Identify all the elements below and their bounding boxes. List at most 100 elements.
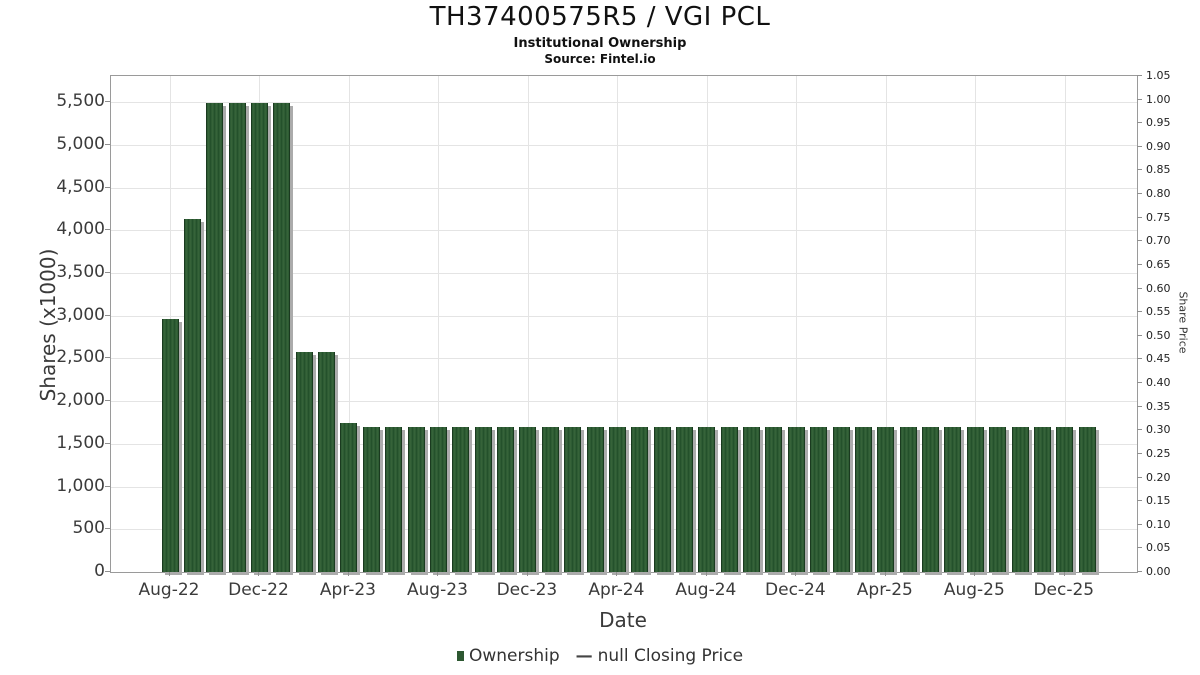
y-left-tick-label: 1,000 [56, 475, 105, 496]
y-right-tick-mark [1137, 169, 1142, 171]
gridline-vertical [796, 76, 798, 572]
gridline-vertical [1064, 76, 1066, 572]
y-right-tick-mark [1137, 571, 1142, 572]
ownership-bar[interactable] [407, 426, 425, 572]
ownership-bar[interactable] [250, 103, 268, 572]
y-left-tick-label: 3,000 [56, 304, 105, 325]
gridline-vertical [527, 76, 529, 572]
gridline-vertical [885, 76, 887, 572]
ownership-bar[interactable] [854, 426, 872, 572]
ownership-bar[interactable] [922, 426, 940, 572]
ownership-bar[interactable] [698, 426, 716, 572]
y-right-tick-label: 0.85 [1146, 163, 1171, 177]
ownership-bar[interactable] [787, 426, 805, 572]
ownership-bar[interactable] [944, 426, 962, 572]
y-right-tick-mark [1137, 145, 1142, 147]
y-left-tick-label: 0 [94, 561, 105, 581]
y-right-tick-label: 0.30 [1146, 423, 1171, 437]
y-right-tick-label: 0.55 [1146, 305, 1171, 319]
y-right-tick-label: 0.45 [1146, 352, 1171, 366]
ownership-bar[interactable] [183, 219, 201, 572]
ownership-bar[interactable] [989, 426, 1007, 572]
ownership-bar[interactable] [1078, 426, 1096, 572]
y-left-tick-label: 500 [72, 518, 105, 539]
y-right-tick-label: 0.90 [1146, 139, 1171, 153]
y-right-tick-mark [1137, 547, 1142, 549]
ownership-bar[interactable] [429, 426, 447, 572]
y-right-tick-mark [1137, 122, 1142, 124]
ownership-bar[interactable] [743, 426, 761, 572]
y-right-tick-mark [1137, 334, 1142, 336]
y-right-tick-label: 0.50 [1146, 328, 1171, 342]
chart-source: Source: Fintel.io [544, 52, 656, 66]
ownership-bar[interactable] [1056, 426, 1074, 572]
y-left-tick-label: 5,500 [56, 91, 105, 112]
x-tick-mark [795, 572, 797, 576]
page-title: TH37400575R5 / VGI PCL [429, 2, 771, 32]
ownership-bar[interactable] [340, 423, 358, 572]
x-axis-title: Date [599, 608, 647, 632]
ownership-bar[interactable] [832, 426, 850, 572]
x-tick-mark [347, 572, 349, 576]
ownership-bar[interactable] [519, 426, 537, 572]
legend-item-closing-price[interactable]: — null Closing Price [576, 646, 743, 666]
y-left-tick-mark [105, 485, 110, 487]
ownership-bar[interactable] [497, 426, 515, 572]
y-left-tick-label: 3,500 [56, 262, 105, 283]
ownership-bar[interactable] [810, 426, 828, 572]
y-right-tick-mark [1137, 429, 1142, 431]
y-right-tick-mark [1137, 98, 1142, 100]
ownership-bar[interactable] [541, 426, 559, 572]
x-tick-mark [1063, 572, 1065, 576]
y-axis-title-left: Shares (x1000) [36, 248, 60, 402]
ownership-bar[interactable] [273, 103, 291, 572]
y-right-tick-label: 0.80 [1146, 187, 1171, 201]
y-left-tick-mark [105, 272, 110, 274]
ownership-bar[interactable] [653, 426, 671, 572]
y-right-tick-mark [1137, 452, 1142, 454]
ownership-bar[interactable] [295, 352, 313, 572]
y-right-tick-label: 0.00 [1146, 565, 1171, 578]
ownership-bar[interactable] [452, 426, 470, 572]
gridline-horizontal [111, 315, 1137, 317]
legend-item-ownership[interactable]: Ownership [456, 646, 560, 666]
y-left-tick-label: 2,000 [56, 390, 105, 411]
y-left-tick-label: 2,500 [56, 347, 105, 368]
ownership-bar[interactable] [966, 426, 984, 572]
ownership-bar[interactable] [474, 426, 492, 572]
x-tick-label: Dec-22 [228, 580, 289, 600]
plot-area [110, 75, 1138, 573]
gridline-horizontal [111, 102, 1137, 104]
ownership-bar[interactable] [899, 426, 917, 572]
x-tick-label: Aug-22 [138, 580, 200, 600]
y-right-tick-mark [1137, 405, 1142, 407]
ownership-bar[interactable] [631, 426, 649, 572]
y-left-tick-mark [105, 229, 110, 231]
ownership-bar[interactable] [206, 103, 224, 572]
x-tick-label: Aug-23 [406, 580, 468, 600]
ownership-bar[interactable] [1011, 426, 1029, 572]
ownership-bar[interactable] [564, 426, 582, 572]
ownership-bar[interactable] [586, 426, 604, 572]
y-left-tick-label: 1,500 [56, 432, 105, 453]
y-right-tick-label: 1.05 [1146, 69, 1171, 82]
ownership-bar[interactable] [385, 426, 403, 572]
ownership-bar[interactable] [608, 426, 626, 572]
ownership-bar[interactable] [765, 426, 783, 572]
y-right-tick-mark [1137, 500, 1142, 502]
y-right-tick-label: 0.40 [1146, 376, 1171, 390]
ownership-bar[interactable] [362, 426, 380, 572]
y-right-tick-label: 0.10 [1146, 517, 1171, 531]
ownership-bar[interactable] [161, 319, 179, 572]
x-tick-label: Apr-24 [588, 580, 645, 600]
ownership-bar[interactable] [228, 103, 246, 572]
x-tick-mark [169, 572, 170, 576]
y-right-tick-label: 0.65 [1146, 257, 1171, 271]
legend: Ownership — null Closing Price [0, 646, 1200, 666]
ownership-bar[interactable] [1033, 426, 1051, 572]
ownership-bar[interactable] [318, 352, 336, 572]
ownership-bar[interactable] [877, 426, 895, 572]
ownership-bar[interactable] [720, 426, 738, 572]
y-right-tick-label: 0.35 [1146, 399, 1171, 413]
ownership-bar[interactable] [676, 426, 693, 572]
